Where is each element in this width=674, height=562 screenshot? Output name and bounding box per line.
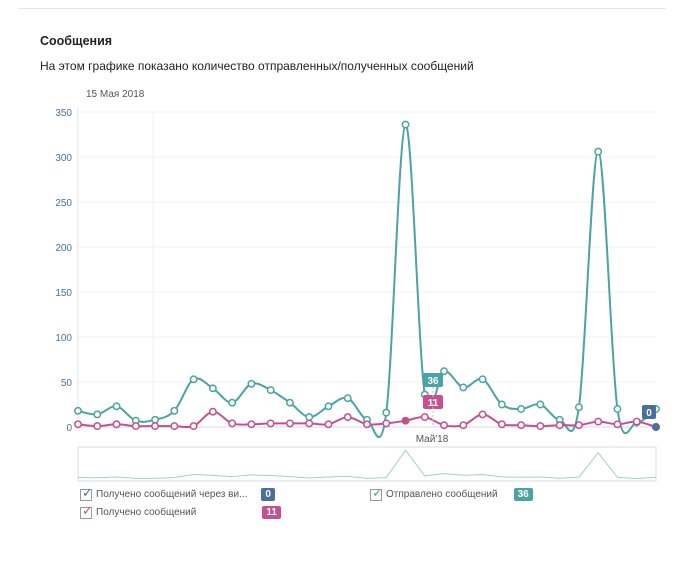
data-point: [247, 379, 256, 388]
data-point: [440, 367, 449, 376]
data-point: [517, 405, 526, 413]
checkbox-icon[interactable]: ✓: [80, 484, 93, 501]
y-tick-label: 350: [55, 108, 72, 119]
card-title: Сообщения: [40, 34, 113, 48]
data-point: [112, 420, 121, 429]
data-point: [440, 421, 449, 430]
data-point: [266, 419, 275, 428]
data-point: [574, 421, 583, 430]
data-point: [459, 383, 468, 392]
data-point: [594, 147, 603, 156]
data-point: [208, 384, 217, 393]
series-line-0: [77, 123, 657, 439]
legend-item-received[interactable]: ✓ Получено сообщений 11: [80, 502, 281, 519]
data-point: [497, 400, 506, 409]
data-point: [189, 422, 198, 431]
data-point: [343, 394, 352, 403]
data-point: [151, 422, 160, 431]
data-point: [285, 398, 294, 407]
legend-item-sent[interactable]: ✓ Отправлено сообщений 36: [370, 484, 533, 501]
y-tick-label: 0: [66, 423, 72, 434]
tooltip-received-bg: [423, 395, 443, 409]
y-tick-label: 200: [55, 243, 72, 254]
legend-value-badge: 0: [261, 488, 275, 501]
data-point: [170, 422, 179, 431]
date-label: 15 Мая 2018: [86, 89, 145, 100]
data-point: [478, 410, 487, 419]
data-point: [93, 422, 102, 431]
data-point: [285, 419, 294, 428]
data-point: [420, 413, 429, 422]
data-point: [151, 415, 160, 424]
data-point: [74, 406, 82, 415]
data-point: [305, 419, 314, 428]
data-point: [459, 421, 468, 430]
data-point: [401, 416, 410, 425]
data-point: [247, 420, 256, 429]
data-point: [189, 375, 198, 384]
data-point: [613, 420, 622, 429]
data-point: [363, 420, 371, 429]
y-tick-label: 100: [55, 333, 72, 344]
data-point: [536, 422, 545, 431]
tooltip-via-widget-bg: [642, 405, 656, 419]
data-point: [266, 386, 275, 395]
legend-value-badge: 11: [262, 506, 281, 519]
data-point: [131, 422, 140, 431]
data-point: [112, 402, 121, 411]
data-point: [324, 420, 333, 429]
data-point: [382, 408, 391, 417]
tooltip-sent-bg: [423, 373, 443, 387]
data-point: [170, 406, 179, 415]
data-point: [382, 419, 391, 428]
data-point: [555, 421, 564, 430]
y-tick-label: 50: [61, 378, 73, 389]
y-tick-label: 250: [55, 198, 72, 209]
data-point: [536, 400, 545, 409]
legend-item-via-widget[interactable]: ✓ Получено сообщений через ви... 0: [80, 484, 275, 501]
data-point: [343, 413, 352, 422]
navigator-frame: [77, 446, 657, 482]
checkbox-icon[interactable]: ✓: [80, 502, 93, 519]
data-point: [574, 403, 583, 412]
data-point: [652, 423, 660, 431]
data-point: [613, 405, 622, 413]
data-point: [74, 420, 82, 429]
legend-label: Отправлено сообщений: [386, 489, 498, 500]
navigator-line: [77, 449, 657, 480]
data-point: [228, 398, 237, 407]
data-point: [497, 420, 506, 429]
y-tick-label: 300: [55, 153, 72, 164]
data-point: [208, 407, 217, 416]
data-point: [632, 417, 641, 426]
legend-label: Получено сообщений через ви...: [96, 489, 248, 500]
checkbox-icon[interactable]: ✓: [370, 484, 383, 501]
data-point: [517, 421, 526, 430]
tooltip-via-widget: 0: [646, 408, 652, 419]
data-point: [594, 417, 603, 426]
x-axis-label: Май'18: [416, 434, 449, 445]
tooltip-sent: 36: [427, 376, 439, 387]
legend-value-badge: 36: [513, 488, 533, 501]
data-point: [401, 120, 410, 129]
data-point: [305, 413, 314, 422]
y-tick-label: 150: [55, 288, 72, 299]
card-subtitle: На этом графике показано количество отпр…: [40, 59, 474, 73]
legend-label: Получено сообщений: [96, 507, 197, 518]
data-point: [93, 410, 102, 419]
data-point: [228, 419, 237, 428]
data-point: [324, 402, 333, 411]
data-point: [478, 375, 487, 384]
